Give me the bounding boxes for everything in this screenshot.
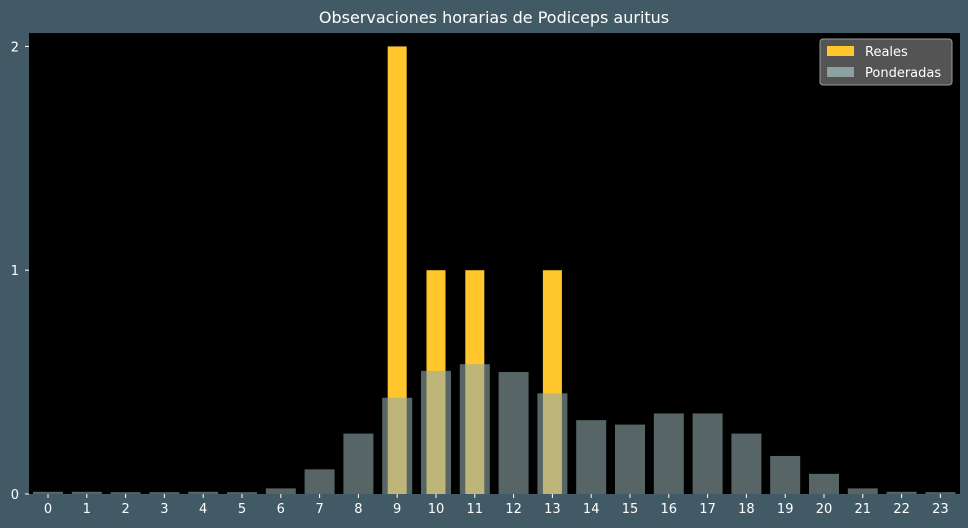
bar-ponderadas-15 xyxy=(615,424,645,494)
x-tick-label: 23 xyxy=(932,502,949,517)
x-tick-label: 20 xyxy=(816,502,833,517)
y-tick-label: 1 xyxy=(11,264,19,279)
x-tick-label: 14 xyxy=(583,502,600,517)
x-tick-label: 21 xyxy=(855,502,872,517)
bar-ponderadas-12 xyxy=(498,372,529,494)
bar-ponderadas-22 xyxy=(886,491,917,494)
x-tick-label: 11 xyxy=(467,502,484,517)
x-tick-label: 5 xyxy=(238,502,246,517)
x-tick-label: 6 xyxy=(277,502,285,517)
x-tick-label: 15 xyxy=(622,502,639,517)
bar-ponderadas-3 xyxy=(149,492,180,494)
x-tick-label: 3 xyxy=(160,502,168,517)
bar-ponderadas-13 xyxy=(537,393,568,494)
bar-ponderadas-11 xyxy=(459,364,490,494)
bar-ponderadas-18 xyxy=(731,433,762,494)
bar-ponderadas-1 xyxy=(71,491,102,494)
bar-ponderadas-5 xyxy=(227,492,257,494)
legend-swatch-ponderadas xyxy=(827,67,854,77)
bar-ponderadas-16 xyxy=(653,413,684,494)
series-ponderadas xyxy=(33,364,956,494)
bar-ponderadas-10 xyxy=(421,370,451,494)
y-axis: 0 1 2 xyxy=(11,40,29,503)
plot-area xyxy=(29,33,960,494)
bar-ponderadas-20 xyxy=(809,473,839,494)
x-tick-label: 13 xyxy=(544,502,561,517)
y-tick-label: 2 xyxy=(11,40,19,55)
x-axis: 0 1 2 3 4 5 6 7 8 9 10 11 12 13 14 15 16 17 18 19 20 21 22 23 xyxy=(44,494,949,517)
legend-swatch-reales xyxy=(827,46,854,56)
x-tick-label: 22 xyxy=(893,502,910,517)
x-tick-label: 4 xyxy=(199,502,207,517)
x-tick-label: 19 xyxy=(777,502,794,517)
x-tick-label: 9 xyxy=(393,502,401,517)
bar-ponderadas-21 xyxy=(847,488,878,494)
bar-ponderadas-17 xyxy=(692,413,723,494)
x-tick-label: 0 xyxy=(44,502,52,517)
y-tick-label: 0 xyxy=(11,488,19,503)
x-tick-label: 10 xyxy=(428,502,445,517)
x-tick-label: 12 xyxy=(505,502,522,517)
bar-ponderadas-14 xyxy=(576,420,607,494)
bar-ponderadas-2 xyxy=(110,492,141,494)
x-tick-label: 1 xyxy=(83,502,91,517)
bar-ponderadas-23 xyxy=(925,492,956,494)
bar-ponderadas-6 xyxy=(265,488,296,494)
legend: Reales Ponderadas xyxy=(819,38,953,86)
x-tick-label: 17 xyxy=(699,502,716,517)
bar-ponderadas-19 xyxy=(770,455,801,494)
x-tick-label: 2 xyxy=(121,502,129,517)
bar-ponderadas-7 xyxy=(304,469,335,494)
bar-ponderadas-4 xyxy=(188,491,219,494)
bar-ponderadas-8 xyxy=(343,433,374,494)
x-tick-label: 7 xyxy=(315,502,323,517)
x-tick-label: 18 xyxy=(738,502,755,517)
legend-label-ponderadas: Ponderadas xyxy=(865,66,941,81)
chart-title: Observaciones horarias de Podiceps aurit… xyxy=(319,8,669,27)
x-tick-label: 16 xyxy=(661,502,678,517)
bar-reales-9 xyxy=(387,46,407,494)
bar-ponderadas-9 xyxy=(382,397,413,494)
bar-ponderadas-0 xyxy=(33,491,63,494)
x-tick-label: 8 xyxy=(354,502,362,517)
legend-label-reales: Reales xyxy=(865,45,908,60)
